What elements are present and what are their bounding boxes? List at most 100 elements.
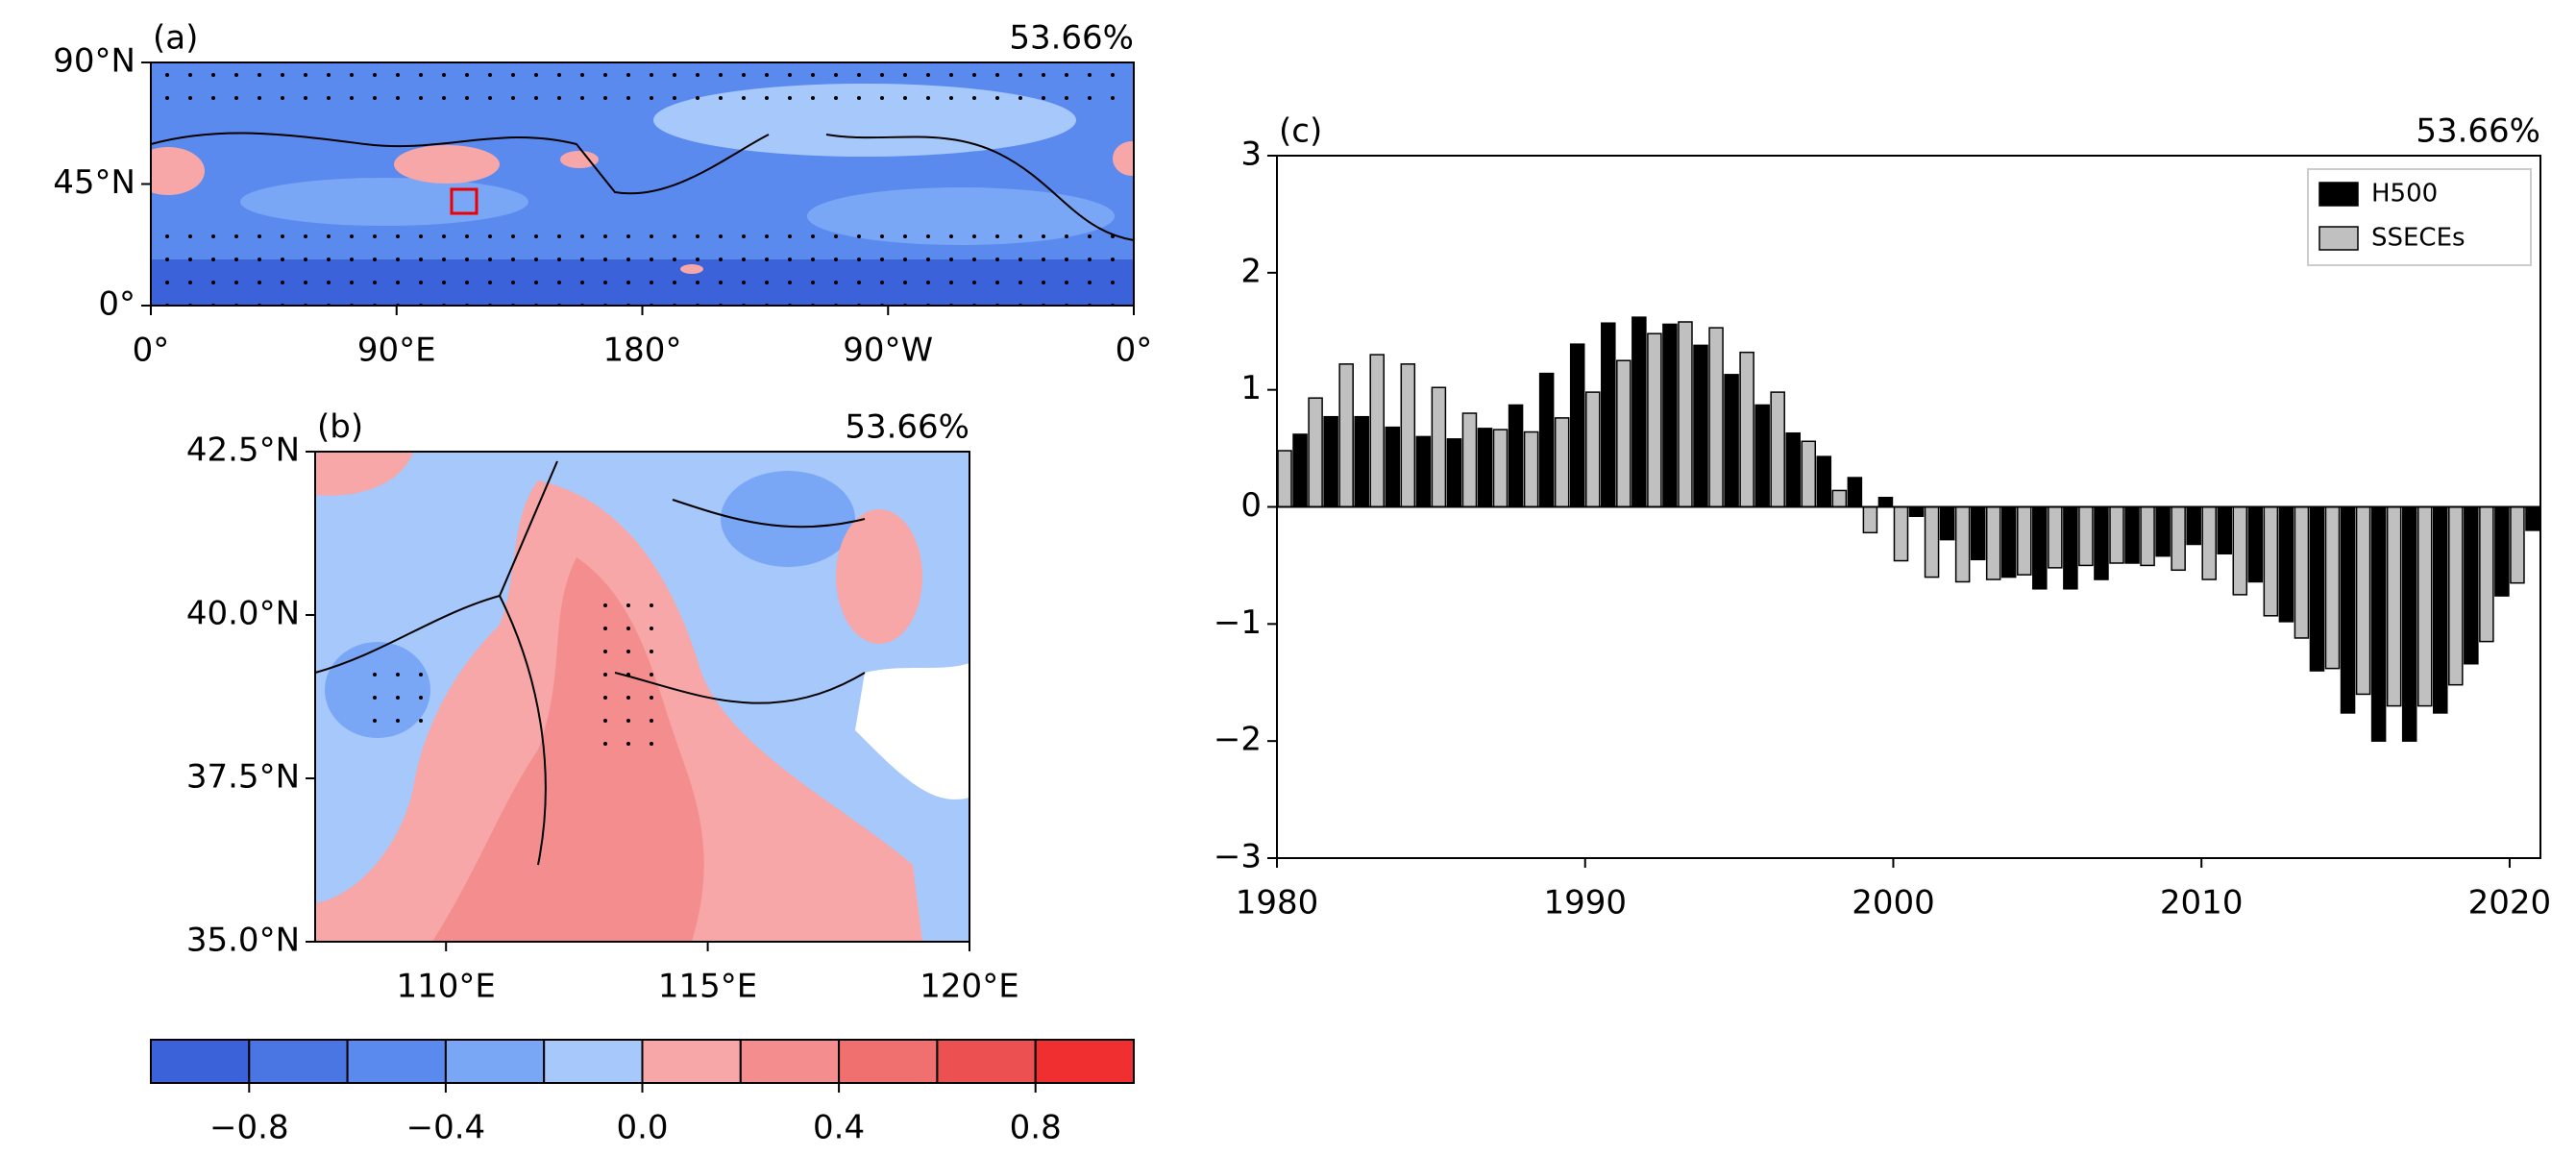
bar [1816,455,1832,508]
bar [2140,505,2155,567]
bar [2263,505,2279,617]
bar [2000,505,2017,578]
colorbar-bin [543,1039,644,1084]
bar [1492,429,1509,508]
y-tick-label: 3 [1240,135,1262,174]
bar [1508,404,1524,508]
bar [1924,505,1940,578]
colorbar-bin [739,1039,841,1084]
bar [1523,430,1539,508]
colorbar-bin [1034,1039,1135,1084]
bar [2171,505,2186,572]
x-tick-label: 90°E [357,332,436,370]
bar [2155,505,2171,557]
x-tick-label: 2010 [2160,884,2244,922]
bar [1954,505,1971,583]
frame [314,451,970,943]
bar [2094,505,2109,580]
bar [2217,505,2233,554]
x-tick-label: 2000 [1852,884,1935,922]
bar [1877,497,1894,508]
panel-label: (c) [1279,112,1322,151]
bar [1831,489,1848,508]
x-tick-label: 0.4 [813,1109,865,1147]
bar [1862,505,1878,534]
bar [1308,397,1323,508]
bar [2278,505,2294,623]
x-tick-label: 1990 [1543,884,1627,922]
bar [2309,505,2325,672]
bar [1985,505,2001,580]
annotation: 53.66% [2416,112,2540,151]
x-tick-label: 180° [603,332,682,370]
annotation: 53.66% [1009,19,1134,58]
bar [1569,343,1585,508]
bar [2340,505,2356,714]
bar [1292,433,1308,508]
bar [1693,344,1708,508]
bar [1908,505,1925,517]
y-tick-label: 37.5°N [186,758,300,797]
bar [1323,415,1338,508]
colorbar-bin [444,1039,546,1084]
bar [1785,431,1801,508]
bar [2232,505,2248,596]
bar [1724,374,1739,508]
bar [1939,505,1955,541]
bar [1446,438,1462,508]
bar [2386,505,2402,707]
y-tick-label: 45°N [53,163,135,202]
colorbar-bin [248,1039,349,1084]
bar [2124,505,2140,564]
annotation: 53.66% [845,408,969,447]
y-tick-label: 0° [98,285,135,324]
y-tick-label: −1 [1214,603,1262,642]
colorbar-bin [936,1039,1037,1084]
bar [2510,505,2525,584]
bar [1754,404,1770,508]
x-tick-label: 1980 [1236,884,1319,922]
bar [1415,435,1432,508]
plot-area [1277,316,2540,742]
y-tick-label: 40.0°N [186,595,300,633]
colorbar-bin [150,1039,251,1084]
bar [1847,477,1863,508]
bar [1385,426,1401,508]
legend-label: H500 [2371,180,2438,209]
bar [2294,505,2310,639]
bar [2109,505,2124,564]
x-tick-label: 115°E [658,968,757,1006]
bar [1739,351,1754,508]
x-tick-label: 0° [1116,332,1153,370]
bar [1678,321,1693,508]
x-tick-label: 0.8 [1010,1109,1062,1147]
bar [1647,332,1662,508]
bar [2186,505,2201,546]
map-b-field [315,452,969,942]
x-tick-label: 110°E [397,968,496,1006]
x-tick-label: 0° [133,332,170,370]
bar [2032,505,2048,590]
panel-label: (a) [153,19,198,58]
bar [2201,505,2217,580]
y-tick-label: 35.0°N [186,922,300,960]
y-tick-label: −3 [1214,838,1262,876]
y-tick-label: 2 [1240,252,1262,290]
legend-label: SSECEs [2371,224,2466,253]
y-tick-label: 42.5°N [186,431,300,470]
bar [2355,505,2371,696]
bar [1277,450,1292,508]
bar [1431,386,1447,508]
bar [2525,505,2540,531]
bar [2063,505,2078,590]
x-tick-label: −0.8 [209,1109,289,1147]
legend-swatch [2318,226,2359,251]
bar [1662,323,1678,508]
panel-label: (b) [317,408,363,447]
bar [2448,505,2464,686]
bar [2370,505,2387,742]
x-tick-label: −0.4 [406,1109,486,1147]
bar [1770,391,1785,508]
colorbar-bin [838,1039,939,1084]
